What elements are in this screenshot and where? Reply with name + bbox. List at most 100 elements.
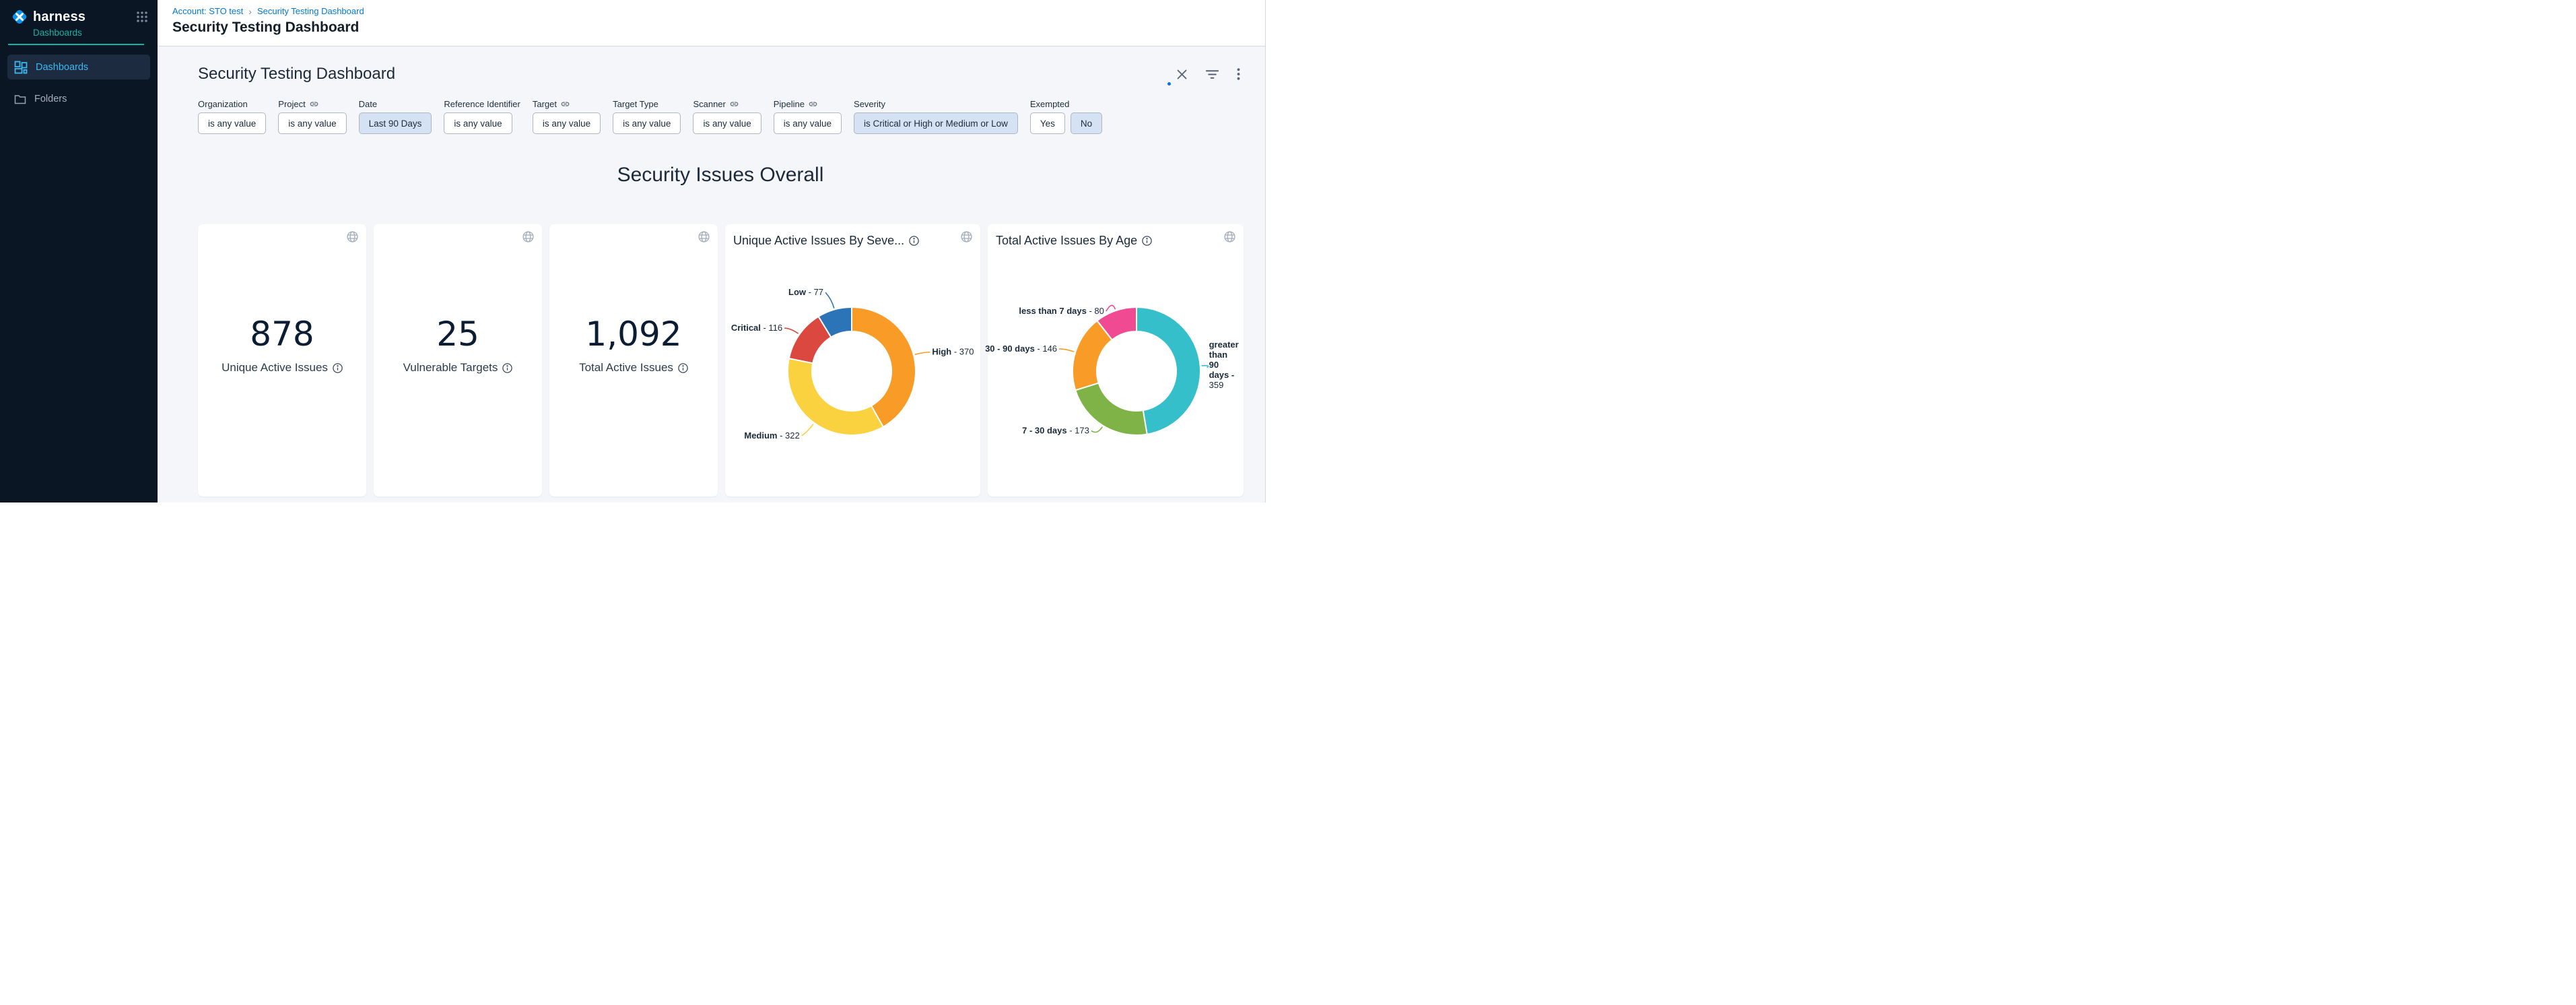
kebab-menu-icon[interactable]	[1237, 68, 1240, 80]
info-icon[interactable]	[1142, 236, 1152, 246]
module-underline	[8, 44, 144, 45]
module-label: Dashboards	[33, 28, 148, 38]
donut-chart-severity: High - 370Medium - 322Critical - 116Low …	[733, 251, 973, 468]
label-leader-line	[825, 292, 834, 308]
page-title: Security Testing Dashboard	[172, 20, 1288, 36]
label-leader-line	[1106, 305, 1116, 311]
donut-label-less-than-7-days: less than 7 days - 80	[1019, 306, 1104, 316]
filter-value-organization[interactable]: is any value	[198, 112, 266, 134]
stat-label: Total Active Issues	[579, 361, 673, 375]
label-leader-line	[1059, 349, 1074, 352]
stat-card-vulnerable-targets: 25 Vulnerable Targets	[374, 224, 542, 496]
donut-label-30-90-days: 30 - 90 days - 146	[985, 344, 1057, 354]
filter-group-date: Date Last 90 Days	[359, 99, 432, 134]
filter-label: Target Type	[613, 99, 681, 108]
folder-icon	[14, 93, 26, 105]
filter-group-project: Project is any value	[278, 99, 346, 134]
donut-label-greater-than-90-days: greaterthan90days -359	[1209, 339, 1239, 390]
globe-icon	[1224, 231, 1235, 246]
filter-label: Project	[278, 99, 346, 108]
chevron-right-icon: ›	[248, 7, 252, 16]
filter-value-project[interactable]: is any value	[278, 112, 346, 134]
info-icon[interactable]	[502, 363, 512, 373]
stat-card-total-active-issues: 1,092 Total Active Issues	[549, 224, 718, 496]
app-grid-icon[interactable]	[136, 11, 148, 23]
link-icon	[310, 100, 318, 108]
info-icon[interactable]	[909, 236, 919, 246]
harness-logo-icon	[11, 8, 28, 26]
globe-icon	[522, 231, 534, 246]
filter-label: Date	[359, 99, 432, 108]
filter-value-exempted-no[interactable]: No	[1071, 112, 1102, 134]
stat-label: Vulnerable Targets	[403, 361, 498, 375]
filter-value-scanner[interactable]: is any value	[693, 112, 761, 134]
page: harness Dashboards	[0, 0, 1288, 502]
filter-list-icon[interactable]	[1206, 69, 1219, 79]
donut-slice-greater-than-90-days[interactable]	[1137, 307, 1200, 434]
link-icon	[809, 100, 817, 108]
sidebar-item-dashboards[interactable]: Dashboards	[7, 55, 150, 79]
stat-value: 1,092	[585, 316, 681, 353]
breadcrumb-dashboard-link[interactable]: Security Testing Dashboard	[257, 6, 364, 16]
donut-label-high: High - 370	[932, 347, 974, 357]
donut-label-7-30-days: 7 - 30 days - 173	[1022, 426, 1089, 436]
filter-group-scanner: Scanneris any value	[693, 99, 761, 134]
stat-label: Unique Active Issues	[222, 361, 328, 375]
filter-group-severity: Severityis Critical or High or Medium or…	[854, 99, 1018, 134]
filter-label: Exempted	[1030, 99, 1102, 108]
sidebar-header: harness Dashboards	[0, 0, 158, 45]
stat-value: 25	[436, 316, 479, 353]
section-heading: Security Issues Overall	[198, 164, 1243, 187]
stat-value: 878	[250, 316, 314, 353]
globe-icon	[347, 231, 358, 246]
filter-group-pipeline: Pipeline is any value	[774, 99, 842, 134]
filter-value-date[interactable]: Last 90 Days	[359, 112, 432, 134]
dashboard-panel-title: Security Testing Dashboard	[198, 65, 1176, 84]
donut-label-critical: Critical - 116	[731, 323, 782, 333]
chart-title: Total Active Issues By Age	[996, 234, 1137, 248]
close-icon[interactable]	[1176, 69, 1188, 80]
main-area: Account: STO test › Security Testing Das…	[158, 0, 1288, 502]
dashboards-grid-icon	[14, 61, 28, 74]
label-leader-line	[1202, 366, 1209, 368]
filter-value-reference-identifier[interactable]: is any value	[444, 112, 512, 134]
link-icon	[730, 100, 739, 108]
filter-group-exempted: Exempted Yes No	[1030, 99, 1102, 134]
chart-card-issues-by-severity: Unique Active Issues By Seve... High - 3…	[725, 224, 980, 496]
filter-value-target-type[interactable]: is any value	[613, 112, 681, 134]
label-leader-line	[802, 424, 813, 435]
label-leader-line	[1091, 427, 1102, 432]
scrollbar-track[interactable]	[1265, 0, 1288, 502]
filter-value-exempted-yes[interactable]: Yes	[1030, 112, 1065, 134]
sidebar: harness Dashboards	[0, 0, 158, 502]
filter-value-pipeline[interactable]: is any value	[774, 112, 842, 134]
dashboard-content: Security Testing Dashboard	[158, 46, 1266, 502]
donut-slice-high[interactable]	[852, 307, 916, 427]
stat-card-unique-active-issues: 878 Unique Active Issues	[198, 224, 366, 496]
donut-label-medium: Medium - 322	[744, 430, 799, 441]
globe-icon	[961, 231, 972, 246]
globe-icon	[698, 231, 710, 246]
breadcrumb: Account: STO test › Security Testing Das…	[172, 6, 1288, 16]
label-leader-line	[784, 328, 798, 333]
filter-group-target: Target is any value	[533, 99, 601, 134]
filter-group-target-type: Target Type is any value	[613, 99, 681, 134]
filter-label: Target	[533, 99, 601, 108]
donut-slice-medium[interactable]	[788, 358, 883, 435]
filter-group-organization: Organization is any value	[198, 99, 266, 134]
filter-bar: Organization is any value Project is any va…	[198, 99, 1266, 134]
filter-value-target[interactable]: is any value	[533, 112, 601, 134]
chart-card-issues-by-age: Total Active Issues By Age greaterthan90…	[988, 224, 1244, 496]
sidebar-nav: Dashboards Folders	[0, 55, 158, 111]
filter-value-severity[interactable]: is Critical or High or Medium or Low	[854, 112, 1018, 134]
tile-row: 878 Unique Active Issues 25 Vulnerable T…	[198, 224, 1266, 496]
info-icon[interactable]	[333, 363, 343, 373]
filter-label: Organization	[198, 99, 266, 108]
filter-group-reference-identifier: Reference Identifieris any value	[444, 99, 520, 134]
sidebar-item-folders[interactable]: Folders	[7, 86, 150, 111]
filter-label: Pipeline	[774, 99, 842, 108]
top-bar: Account: STO test › Security Testing Das…	[158, 0, 1288, 46]
breadcrumb-account-link[interactable]: Account: STO test	[172, 6, 243, 16]
info-icon[interactable]	[678, 363, 688, 373]
link-icon	[561, 100, 570, 108]
